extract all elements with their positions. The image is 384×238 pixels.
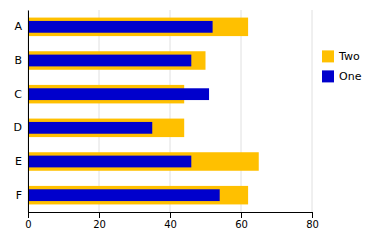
bar <box>28 88 209 100</box>
y-tick: C <box>14 88 22 101</box>
bar <box>28 119 184 138</box>
x-tick: 0 <box>25 212 31 230</box>
y-axis: A B C D E F <box>14 11 29 213</box>
x-tick-label: 20 <box>93 219 106 230</box>
x-tick-label: 60 <box>235 219 248 230</box>
y-tick-label: A <box>14 20 22 33</box>
y-axis-domain <box>28 11 29 213</box>
legend-label: One <box>339 70 362 83</box>
bar <box>28 156 191 168</box>
y-tick-label: D <box>14 121 22 134</box>
legend: Two One <box>322 50 362 83</box>
grid-line <box>170 10 171 212</box>
bar <box>28 186 248 205</box>
legend-label: Two <box>338 50 360 63</box>
series <box>28 21 220 201</box>
legend-swatch <box>322 70 334 82</box>
bar <box>28 122 152 134</box>
x-tick-label: 40 <box>164 219 177 230</box>
y-tick: E <box>15 155 22 168</box>
bar <box>28 152 259 171</box>
x-tick-mark <box>241 212 242 218</box>
x-tick-mark <box>28 212 29 218</box>
grid-line <box>241 10 242 212</box>
y-tick: B <box>14 54 22 67</box>
y-tick-label: E <box>15 155 22 168</box>
x-tick-label: 0 <box>25 219 31 230</box>
bar <box>28 55 191 67</box>
x-tick-label: 80 <box>306 219 319 230</box>
x-tick: 40 <box>164 212 177 230</box>
bars <box>28 18 259 205</box>
chart: 0 20 40 60 80 A B C D E F Two One <box>0 0 384 238</box>
y-tick-label: B <box>14 54 22 67</box>
grid-line <box>28 10 29 212</box>
x-tick: 80 <box>306 212 319 230</box>
grid <box>28 10 312 212</box>
bar <box>28 189 220 201</box>
grid-line <box>99 10 100 212</box>
legend-item: One <box>322 70 362 83</box>
y-tick: F <box>16 189 22 202</box>
x-tick: 20 <box>93 212 106 230</box>
x-tick: 60 <box>235 212 248 230</box>
bar <box>28 18 248 37</box>
y-tick-label: F <box>16 189 22 202</box>
legend-swatch <box>322 50 334 62</box>
x-tick-mark <box>312 212 313 218</box>
x-axis-domain <box>29 213 313 219</box>
y-tick-label: C <box>14 88 22 101</box>
y-tick: A <box>14 20 22 33</box>
legend-item: Two <box>322 50 360 63</box>
bar <box>28 21 213 33</box>
bar <box>28 51 206 70</box>
grid-line <box>312 10 313 212</box>
x-tick-mark <box>170 212 171 218</box>
x-axis: 0 20 40 60 80 <box>25 212 319 230</box>
y-tick: D <box>14 121 22 134</box>
series <box>28 18 259 205</box>
x-tick-mark <box>99 212 100 218</box>
